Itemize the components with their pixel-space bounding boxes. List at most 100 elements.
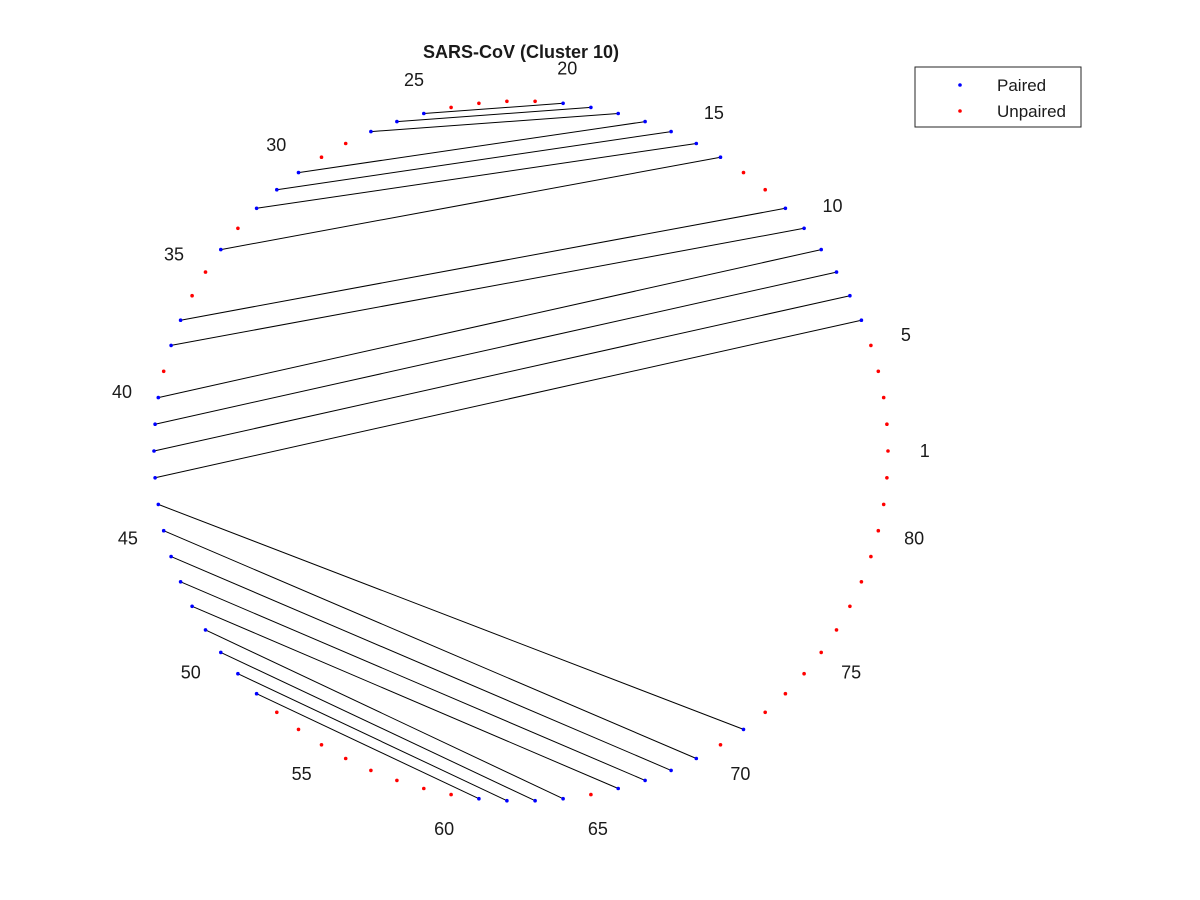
paired-point-6	[859, 318, 864, 323]
unpaired-point-23	[477, 101, 481, 106]
unpaired-point-56	[343, 756, 348, 761]
unpaired-point-82	[885, 476, 889, 480]
pair-chord-9-40	[158, 249, 822, 399]
paired-point-31	[275, 187, 279, 192]
paired-point-7	[848, 293, 852, 298]
pair-chord-16-31	[276, 131, 672, 191]
tick-label-20: 20	[557, 59, 577, 79]
unpaired-point-70	[718, 743, 723, 747]
unpaired-point-1	[886, 449, 890, 453]
position-markers	[152, 99, 890, 803]
unpaired-point-54	[296, 727, 301, 732]
unpaired-point-55	[319, 743, 324, 747]
unpaired-point-13	[741, 170, 746, 175]
pair-chord-18-27	[370, 113, 619, 133]
paired-point-45	[161, 528, 166, 533]
paired-point-41	[153, 422, 157, 427]
unpaired-point-12	[763, 187, 767, 192]
pair-chord-52-61	[256, 693, 480, 800]
pair-chord-6-43	[154, 319, 862, 479]
tick-label-25: 25	[404, 70, 424, 90]
paired-point-10	[802, 226, 806, 231]
pair-chord-8-41	[154, 271, 837, 425]
paired-point-9	[819, 247, 823, 252]
paired-point-64	[561, 796, 565, 801]
paired-point-49	[203, 628, 208, 632]
unpaired-point-2	[885, 422, 889, 427]
paired-point-38	[169, 343, 173, 348]
tick-label-70: 70	[730, 764, 750, 784]
legend-paired-marker	[958, 83, 962, 87]
tick-label-55: 55	[292, 764, 312, 784]
pair-chord-45-69	[163, 530, 697, 759]
paired-point-26	[395, 119, 399, 124]
unpaired-point-24	[449, 105, 453, 110]
paired-point-42	[152, 449, 156, 453]
paired-point-18	[616, 111, 620, 116]
tick-label-75: 75	[841, 663, 861, 683]
paired-point-8	[834, 270, 839, 274]
paired-point-25	[422, 111, 426, 116]
paired-point-11	[783, 206, 788, 211]
tick-label-80: 80	[904, 529, 924, 549]
unpaired-point-79	[869, 554, 873, 559]
pair-chord-7-42	[153, 295, 851, 452]
unpaired-point-77	[848, 604, 852, 609]
tick-label-10: 10	[822, 196, 842, 216]
unpaired-point-81	[881, 502, 886, 507]
pair-chord-14-34	[220, 156, 721, 251]
paired-point-27	[369, 129, 373, 134]
unpaired-point-35	[203, 270, 208, 274]
paired-point-32	[254, 206, 259, 211]
pair-chord-15-32	[256, 143, 697, 209]
legend: Paired Unpaired	[914, 66, 1082, 128]
pair-chord-17-30	[298, 121, 646, 174]
pair-chord-19-26	[396, 106, 591, 123]
tick-label-15: 15	[704, 103, 724, 123]
pair-chords	[153, 102, 862, 802]
paired-point-14	[718, 155, 723, 159]
unpaired-point-76	[834, 628, 839, 632]
unpaired-point-75	[819, 650, 823, 655]
paired-point-40	[156, 395, 161, 400]
unpaired-point-21	[533, 99, 537, 104]
tick-label-30: 30	[266, 135, 286, 155]
unpaired-point-80	[876, 528, 881, 533]
tick-label-40: 40	[112, 382, 132, 402]
unpaired-point-53	[275, 710, 279, 715]
pair-chord-47-67	[180, 581, 646, 781]
paired-point-30	[296, 170, 301, 175]
pair-chord-11-37	[180, 207, 786, 321]
pair-chord-51-62	[237, 673, 508, 802]
tick-label-5: 5	[901, 325, 911, 345]
paired-point-67	[643, 778, 647, 783]
pair-chord-48-66	[191, 605, 619, 789]
unpaired-point-3	[881, 395, 886, 400]
chart-title: SARS-CoV (Cluster 10)	[423, 42, 619, 62]
paired-point-62	[505, 798, 509, 803]
pair-chord-10-38	[171, 227, 805, 346]
tick-label-35: 35	[164, 244, 184, 264]
unpaired-point-39	[161, 369, 166, 374]
pair-chord-44-71	[158, 503, 744, 730]
pair-chord-49-64	[205, 629, 564, 800]
unpaired-point-28	[343, 141, 348, 146]
paired-point-68	[669, 768, 673, 773]
legend-box	[914, 66, 1082, 128]
pair-chord-50-63	[220, 651, 536, 802]
paired-point-63	[533, 798, 537, 803]
paired-point-61	[477, 796, 481, 801]
paired-point-51	[236, 671, 240, 676]
tick-label-50: 50	[181, 663, 201, 683]
unpaired-point-58	[395, 778, 399, 783]
paired-point-48	[190, 604, 194, 609]
unpaired-point-59	[422, 786, 426, 791]
unpaired-point-65	[589, 792, 593, 797]
paired-point-34	[219, 247, 223, 252]
unpaired-point-78	[859, 580, 864, 584]
paired-point-16	[669, 129, 673, 134]
paired-point-15	[694, 141, 699, 146]
paired-point-47	[178, 580, 183, 584]
